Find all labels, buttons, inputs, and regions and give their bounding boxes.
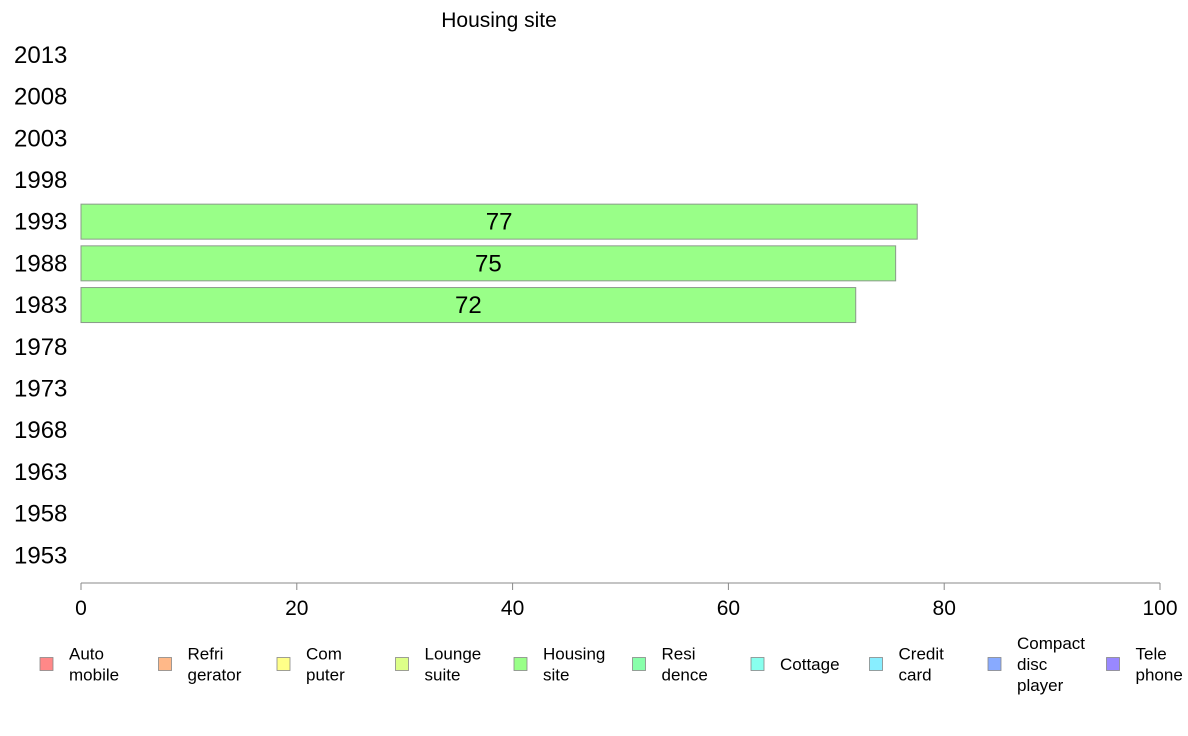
legend-swatch-tele-phone bbox=[1106, 657, 1120, 671]
bar-1988 bbox=[80, 245, 897, 282]
legend-swatch-credit-card bbox=[869, 657, 883, 671]
legend-swatch-refri-gerator bbox=[158, 657, 172, 671]
legend-swatch-auto-mobile bbox=[39, 657, 54, 671]
y-tick-label-1953: 1953 bbox=[14, 542, 67, 569]
legend-swatch-cottage bbox=[750, 657, 765, 671]
category-labels: 2013 2008 2003 1998 1993 1988 1983 1978 1973 1968… bbox=[14, 42, 67, 569]
x-axis: 0 20 40 60 80 100 bbox=[75, 582, 1178, 620]
x-tick-label-20: 20 bbox=[285, 597, 308, 620]
legend-swatch-lounge-suite bbox=[395, 657, 409, 671]
bars: 77 75 72 bbox=[80, 203, 918, 324]
bar-1983 bbox=[80, 287, 857, 324]
legend-swatch-compact-disc-player bbox=[987, 657, 1002, 671]
y-tick-label-1963: 1963 bbox=[14, 459, 67, 486]
bar-value-label-1993: 77 bbox=[486, 209, 513, 236]
y-tick-label-1978: 1978 bbox=[14, 334, 67, 361]
legend-label-lounge-suite: Lounge suite bbox=[425, 645, 482, 685]
legend-label-cottage: Cottage bbox=[780, 655, 840, 674]
legend-swatch-com-puter bbox=[276, 657, 291, 671]
bar-1993 bbox=[80, 203, 918, 240]
legend-label-tele-phone: Tele phone bbox=[1136, 645, 1183, 685]
y-tick-label-1958: 1958 bbox=[14, 501, 67, 528]
y-tick-label-2013: 2013 bbox=[14, 42, 67, 69]
y-tick-label-1968: 1968 bbox=[14, 417, 67, 444]
x-tick-label-40: 40 bbox=[501, 597, 524, 620]
y-tick-label-1988: 1988 bbox=[14, 250, 67, 277]
legend-label-refri-gerator: Refri gerator bbox=[188, 645, 242, 685]
x-tick-label-80: 80 bbox=[933, 597, 956, 620]
x-tick-label-100: 100 bbox=[1142, 597, 1177, 620]
bar-value-label-1988: 75 bbox=[475, 250, 502, 277]
y-tick-label-1973: 1973 bbox=[14, 375, 67, 402]
bar-value-label-1983: 72 bbox=[455, 292, 482, 319]
y-tick-label-2008: 2008 bbox=[14, 84, 67, 111]
legend-label-auto-mobile: Auto mobile bbox=[69, 645, 119, 685]
x-tick-label-0: 0 bbox=[75, 597, 87, 620]
y-tick-label-1983: 1983 bbox=[14, 292, 67, 319]
legend-swatch-resi-dence bbox=[632, 657, 646, 671]
y-tick-label-1998: 1998 bbox=[14, 167, 67, 194]
legend: Auto mobile Refri gerator Com puter Lounge suit… bbox=[39, 634, 1183, 695]
y-tick-label-2003: 2003 bbox=[14, 125, 67, 152]
legend-swatch-housing-site bbox=[513, 657, 528, 671]
legend-label-resi-dence: Resi dence bbox=[662, 645, 708, 685]
legend-label-compact-disc-player: Compact disc player bbox=[1017, 634, 1085, 695]
legend-label-credit-card: Credit card bbox=[899, 645, 945, 685]
y-tick-label-1993: 1993 bbox=[14, 209, 67, 236]
legend-label-housing-site: Housing site bbox=[543, 645, 605, 685]
x-tick-label-60: 60 bbox=[717, 597, 740, 620]
legend-label-com-puter: Com puter bbox=[306, 645, 345, 685]
chart-title: Housing site bbox=[441, 9, 557, 32]
